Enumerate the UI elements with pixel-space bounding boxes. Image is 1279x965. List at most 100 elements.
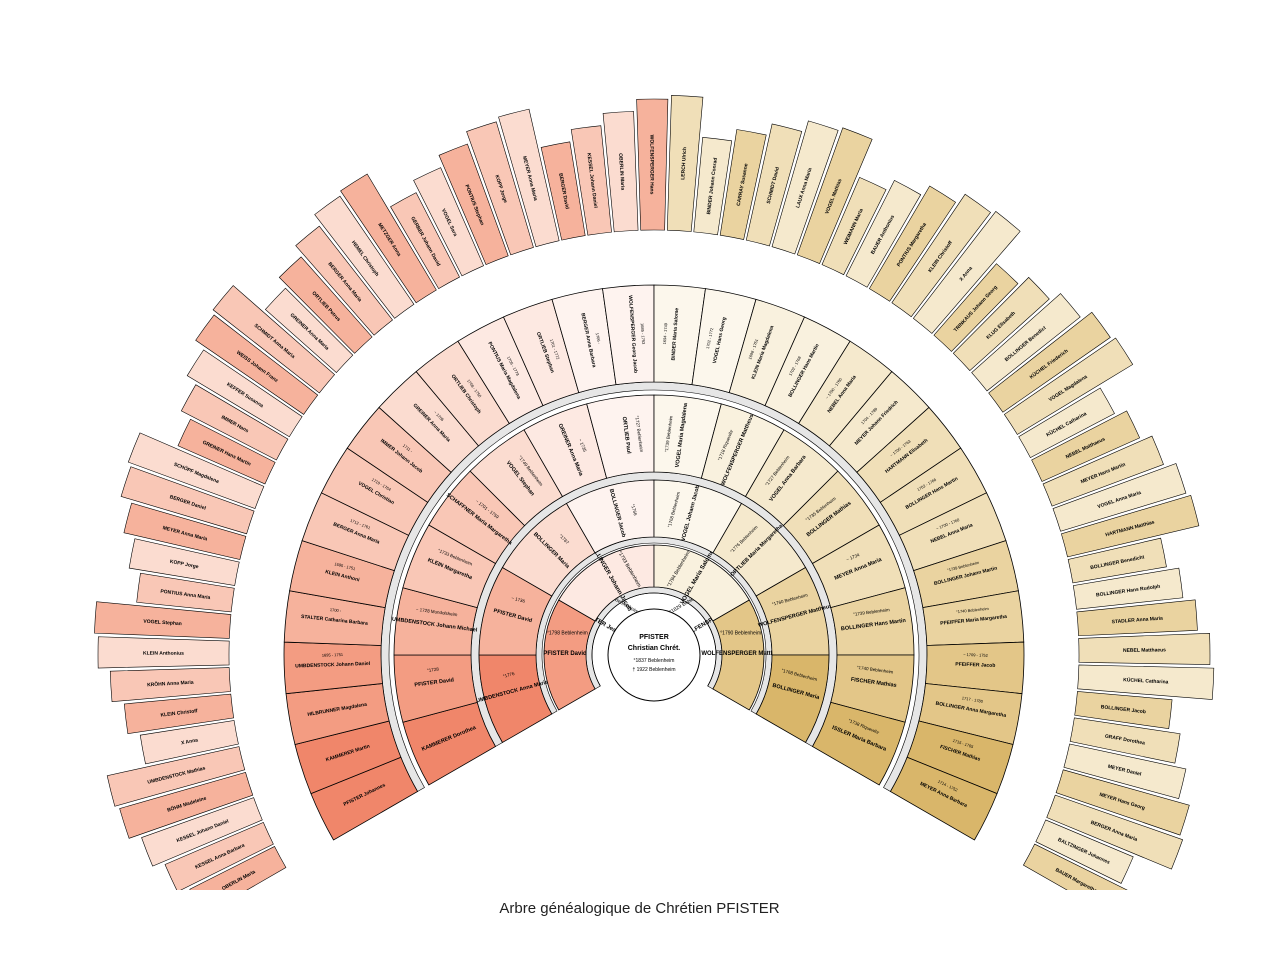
outer-ancestor-cell[interactable] bbox=[1074, 691, 1173, 730]
outer-ancestor-name: OBERLIN Maria bbox=[617, 153, 625, 190]
ancestor-dates: 1685 - 1753 bbox=[640, 323, 647, 345]
ancestor-dates: °1727 Beblenheim bbox=[634, 415, 644, 452]
outer-ancestor-cell[interactable] bbox=[123, 502, 247, 560]
outer-ancestor-cell[interactable] bbox=[119, 771, 254, 839]
outer-ancestor-cell[interactable] bbox=[180, 384, 289, 461]
ancestor-cell[interactable] bbox=[811, 701, 906, 786]
outer-ancestor-cell[interactable] bbox=[141, 797, 263, 867]
outer-ancestor-cell[interactable] bbox=[212, 285, 336, 394]
ancestor-dates: 1695 - 1751 bbox=[334, 561, 357, 571]
outer-ancestor-name: LERCH Ulrich bbox=[680, 147, 688, 180]
outer-ancestor-cell[interactable] bbox=[1072, 567, 1184, 610]
outer-ancestor-cell[interactable] bbox=[97, 636, 230, 669]
outer-ancestor-cell[interactable] bbox=[636, 98, 669, 231]
ancestor-cell[interactable] bbox=[653, 592, 717, 687]
outer-ancestor-cell[interactable] bbox=[123, 693, 235, 735]
ancestor-name: BINDER Maria Salome bbox=[671, 307, 681, 360]
outer-ancestor-cell[interactable] bbox=[771, 120, 839, 255]
outer-ancestor-cell[interactable] bbox=[295, 225, 393, 336]
root-given: Christian Chrét. bbox=[628, 645, 681, 652]
outer-ancestor-cell[interactable] bbox=[1055, 769, 1190, 836]
outer-ancestor-cell[interactable] bbox=[1076, 599, 1198, 637]
outer-ancestor-cell[interactable] bbox=[868, 185, 957, 302]
outer-ancestor-cell[interactable] bbox=[1078, 632, 1211, 665]
outer-ancestor-cell[interactable] bbox=[602, 111, 639, 233]
outer-ancestor-cell[interactable] bbox=[128, 538, 240, 586]
outer-ancestor-cell[interactable] bbox=[314, 195, 415, 319]
outer-ancestor-cell[interactable] bbox=[796, 127, 873, 264]
ancestor-dates: 1700 - bbox=[330, 607, 342, 613]
outer-ancestor-cell[interactable] bbox=[1022, 843, 1130, 918]
outer-ancestor-cell[interactable] bbox=[1003, 337, 1134, 435]
ancestor-cell[interactable] bbox=[712, 599, 765, 711]
outer-ancestor-name: STADLER Anna Maria bbox=[1111, 616, 1163, 626]
outer-ancestor-cell[interactable] bbox=[498, 108, 560, 248]
outer-ancestor-cell[interactable] bbox=[136, 572, 235, 613]
outer-ancestor-cell[interactable] bbox=[1067, 537, 1167, 584]
ancestor-dates: °1790 Beblenheim bbox=[720, 631, 761, 637]
outer-ancestor-cell[interactable] bbox=[106, 746, 246, 807]
outer-ancestor-cell[interactable] bbox=[745, 123, 803, 247]
ancestor-cell[interactable] bbox=[889, 756, 998, 841]
ancestor-dates: 1694 - 1749 bbox=[662, 322, 669, 344]
outer-ancestor-cell[interactable] bbox=[1042, 435, 1164, 507]
outer-ancestor-cell[interactable] bbox=[1031, 410, 1141, 482]
ancestor-name: PFEIFFER Jacob bbox=[955, 662, 995, 669]
ancestor-dates: °1739 Beblenheim bbox=[664, 415, 674, 452]
outer-ancestor-cell[interactable] bbox=[189, 846, 287, 915]
root-person[interactable]: PFISTER Christian Chrét. °1837 Beblenhei… bbox=[607, 608, 701, 702]
outer-ancestor-cell[interactable] bbox=[120, 466, 255, 535]
root-birth: °1837 Beblenheim bbox=[634, 658, 675, 664]
outer-ancestor-cell[interactable] bbox=[719, 129, 767, 240]
outer-ancestor-cell[interactable] bbox=[340, 173, 437, 304]
outer-ancestor-cell[interactable] bbox=[413, 167, 484, 277]
outer-ancestor-cell[interactable] bbox=[912, 210, 1021, 334]
outer-ancestor-cell[interactable] bbox=[1060, 494, 1200, 558]
outer-ancestor-cell[interactable] bbox=[127, 432, 265, 509]
outer-ancestor-cell[interactable] bbox=[666, 94, 704, 232]
outer-ancestor-cell[interactable] bbox=[164, 821, 274, 891]
outer-ancestor-cell[interactable] bbox=[988, 311, 1111, 413]
ancestor-dates: °1776 bbox=[502, 671, 515, 679]
outer-ancestor-cell[interactable] bbox=[952, 276, 1050, 372]
outer-ancestor-cell[interactable] bbox=[1018, 387, 1115, 459]
outer-ancestor-cell[interactable] bbox=[845, 180, 922, 288]
outer-ancestor-cell[interactable] bbox=[438, 143, 509, 266]
outer-ancestor-cell[interactable] bbox=[1063, 743, 1187, 800]
outer-ancestor-cell[interactable] bbox=[891, 193, 991, 318]
outer-ancestor-cell[interactable] bbox=[390, 192, 460, 290]
outer-ancestor-cell[interactable] bbox=[94, 601, 232, 639]
outer-ancestor-cell[interactable] bbox=[109, 667, 231, 703]
outer-ancestor-cell[interactable] bbox=[466, 121, 534, 256]
outer-ancestor-name: BOLLINGER Jacob bbox=[1100, 704, 1146, 715]
outer-ancestor-cell[interactable] bbox=[821, 176, 887, 276]
outer-ancestor-cell[interactable] bbox=[186, 349, 303, 438]
outer-ancestor-cell[interactable] bbox=[1077, 664, 1215, 700]
outer-ancestor-name: KOPP Jorge bbox=[169, 559, 199, 570]
outer-ancestor-cell[interactable] bbox=[195, 314, 319, 415]
ancestor-dates: ~ 1709 - 1752 bbox=[963, 652, 989, 658]
ancestor-name: PFISTER David bbox=[543, 651, 587, 657]
outer-ancestor-cell[interactable] bbox=[1052, 463, 1187, 532]
outer-ancestor-cell[interactable] bbox=[1035, 819, 1134, 884]
outer-ancestor-cell[interactable] bbox=[1069, 717, 1181, 764]
outer-ancestor-cell[interactable] bbox=[971, 293, 1081, 392]
outer-ancestor-cell[interactable] bbox=[933, 263, 1019, 352]
outer-ancestor-name: KLEIN Anthonius bbox=[143, 651, 184, 657]
outer-ancestor-cell[interactable] bbox=[570, 125, 612, 236]
outer-ancestor-cell[interactable] bbox=[264, 287, 354, 374]
ancestor-dates: ~ 1734 bbox=[845, 552, 860, 562]
outer-ancestor-cell[interactable] bbox=[693, 136, 733, 236]
outer-ancestor-cell[interactable] bbox=[540, 141, 586, 241]
outer-ancestor-name: X Anna bbox=[181, 737, 199, 746]
ancestor-dates: 1695 - 1751 bbox=[322, 652, 344, 658]
outer-ancestor-name: NEBEL Matthaeus bbox=[1123, 647, 1166, 653]
ancestor-cell[interactable] bbox=[755, 654, 830, 744]
outer-ancestor-name: KLEIN Christoff bbox=[160, 708, 198, 718]
outer-ancestor-cell[interactable] bbox=[139, 720, 239, 765]
outer-ancestor-cell[interactable] bbox=[177, 418, 276, 485]
outer-ancestor-cell[interactable] bbox=[1046, 794, 1184, 870]
outer-ancestor-cell[interactable] bbox=[278, 256, 373, 354]
ancestor-dates: 1715 - 1765 bbox=[952, 738, 975, 750]
